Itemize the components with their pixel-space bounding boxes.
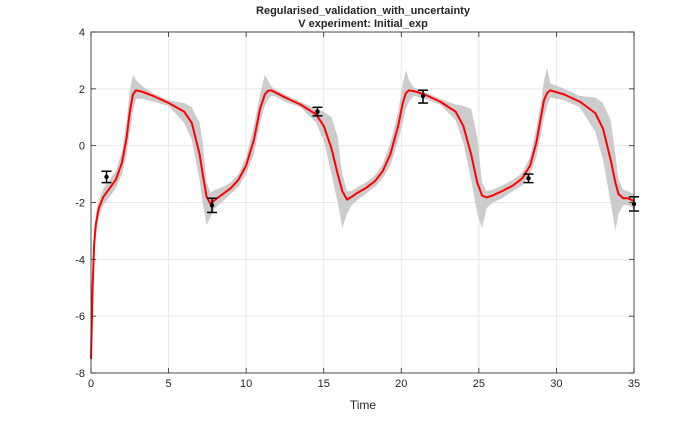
y-tick-label: 0 [79, 141, 85, 153]
data-point-with-errorbar [101, 170, 112, 184]
data-point [315, 109, 320, 114]
y-tick-label: -4 [75, 254, 85, 266]
x-tick-label: 15 [318, 378, 330, 390]
y-tick-label: 4 [79, 27, 85, 39]
x-tick-label: 35 [628, 378, 640, 390]
chart-title: Regularised_validation_with_uncertainty [256, 5, 471, 17]
uncertainty-band [91, 67, 634, 368]
y-tick-label: 2 [79, 84, 85, 96]
data-point [209, 203, 215, 208]
chart-subtitle: V experiment: Initial_exp [298, 18, 428, 30]
data-point [420, 93, 426, 99]
data-point-with-errorbar [418, 89, 429, 104]
data-point-with-errorbar [312, 106, 323, 117]
y-tick-label: -2 [75, 198, 85, 210]
x-tick-label: 10 [240, 378, 252, 390]
model-line [90, 89, 635, 359]
y-tick-label: -6 [75, 311, 85, 323]
data-point [526, 176, 531, 181]
x-tick-label: 25 [473, 378, 485, 390]
axes: 0 5 10 15 20 25 30 35 -8 -6 -4 -2 0 2 4 [75, 27, 640, 390]
x-tick-label: 5 [166, 378, 172, 390]
data-point [104, 174, 109, 180]
grid-lines [90, 31, 635, 374]
data-point-with-errorbar [207, 197, 218, 214]
x-tick-label: 30 [550, 378, 562, 390]
x-tick-label: 0 [88, 378, 94, 390]
plot-area [90, 67, 639, 368]
y-tick-label: -8 [75, 368, 85, 380]
data-point-with-errorbar [523, 173, 534, 184]
x-axis-label: Time [350, 398, 377, 412]
x-tick-label: 20 [395, 378, 407, 390]
